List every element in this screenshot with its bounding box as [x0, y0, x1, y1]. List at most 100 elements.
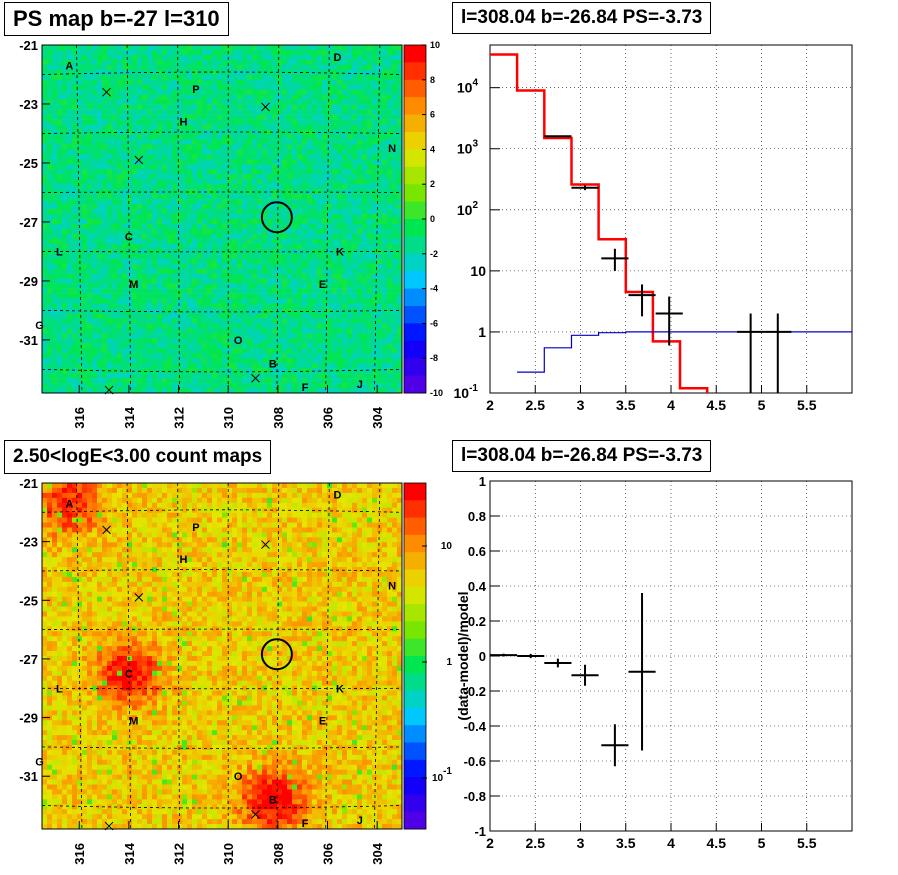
ps-map-pixel: [392, 373, 398, 379]
ps-map-pixel: [72, 99, 78, 105]
ps-map-pixel: [362, 45, 368, 51]
ps-map-pixel: [302, 184, 308, 190]
ps-map-pixel: [347, 74, 353, 81]
ps-map-pixel: [167, 89, 173, 96]
ps-map-pixel: [282, 238, 288, 245]
ps-map-pixel: [152, 283, 158, 289]
ps-map-pixel: [377, 328, 383, 334]
ps-map-pixel: [147, 59, 153, 66]
ps-map-pixel: [202, 308, 208, 314]
ps-map-pixel: [242, 164, 248, 170]
ps-map-pixel: [327, 253, 333, 260]
ps-map-pixel: [97, 318, 103, 324]
ps-map-pixel: [137, 214, 143, 220]
ps-map-pixel: [377, 363, 383, 369]
ps-map-pixel: [272, 298, 278, 304]
ps-map-pixel: [252, 293, 258, 299]
ps-map-pixel: [262, 119, 268, 125]
ps-map-pixel: [152, 64, 158, 71]
ps-map-pixel: [197, 159, 203, 165]
ps-map-pixel: [342, 104, 348, 110]
ps-map-pixel: [197, 69, 203, 76]
ps-map-pixel: [292, 298, 298, 304]
ps-map-pixel: [242, 313, 248, 319]
ps-map-pixel: [217, 79, 223, 86]
ps-map-pixel: [72, 69, 78, 76]
ps-map-pixel: [297, 293, 303, 299]
ps-map-pixel: [252, 74, 258, 81]
ps-map-pixel: [247, 363, 253, 369]
ps-map-pixel: [387, 184, 393, 190]
ps-map-pixel: [392, 353, 398, 359]
ps-map-pixel: [127, 353, 133, 359]
ps-map-pixel: [137, 338, 143, 344]
ps-map-pixel: [297, 189, 303, 195]
ps-map-pixel: [107, 119, 113, 125]
ps-map-pixel: [387, 164, 393, 170]
ps-map-pixel: [122, 174, 128, 180]
ps-map-pixel: [117, 74, 123, 81]
ps-map-pixel: [222, 84, 228, 91]
ps-map-pixel: [112, 49, 118, 56]
ps-map-pixel: [337, 45, 343, 51]
ps-map-pixel: [57, 248, 63, 255]
ps-map-pixel: [312, 149, 318, 155]
ps-map-pixel: [257, 45, 263, 51]
ps-map-pixel: [357, 204, 363, 210]
ps-map-pixel: [237, 54, 243, 61]
ps-map-pixel: [157, 179, 163, 185]
ps-map-pixel: [272, 278, 278, 284]
ps-map-pixel: [172, 343, 178, 349]
ps-map-pixel: [197, 363, 203, 369]
ps-map-pixel: [362, 54, 368, 61]
ps-map-pixel: [42, 109, 48, 115]
ps-map-pixel: [232, 233, 238, 240]
ps-map-pixel: [187, 84, 193, 91]
ps-map-pixel: [257, 238, 263, 245]
ps-map-pixel: [172, 328, 178, 334]
ps-map-pixel: [282, 94, 288, 100]
ps-map-pixel: [172, 169, 178, 175]
ps-map-pixel: [252, 104, 258, 110]
ps-map-pixel: [307, 358, 313, 364]
ps-map-pixel: [212, 114, 218, 120]
ps-map-pixel: [187, 253, 193, 260]
ps-map-pixel: [307, 199, 313, 205]
ps-map-pixel: [227, 109, 233, 115]
ps-map-pixel: [347, 358, 353, 364]
ps-map-pixel: [112, 84, 118, 91]
ps-map-pixel: [262, 214, 268, 220]
ps-map-pixel: [57, 119, 63, 125]
ps-map-pixel: [142, 253, 148, 260]
ps-map-pixel: [387, 49, 393, 56]
ps-map-pixel: [152, 114, 158, 120]
ps-map-pixel: [42, 363, 48, 369]
ps-map-pixel: [377, 343, 383, 349]
ps-map-pixel: [167, 383, 173, 389]
ps-map-pixel: [297, 74, 303, 81]
ps-map-pixel: [77, 134, 83, 140]
ps-map-pixel: [172, 149, 178, 155]
ps-map-pixel: [277, 129, 283, 135]
ps-map-pixel: [242, 124, 248, 130]
ps-map-pixel: [87, 383, 93, 389]
ps-map-pixel: [372, 353, 378, 359]
ps-map-pixel: [237, 383, 243, 389]
ps-map-pixel: [142, 199, 148, 205]
ps-map-pixel: [72, 278, 78, 284]
ps-map-pixel: [112, 179, 118, 185]
ps-map-pixel: [67, 194, 73, 200]
ps-map-pixel: [322, 318, 328, 324]
ps-map-pixel: [137, 273, 143, 279]
ps-map-pixel: [152, 358, 158, 364]
ps-map-pixel: [157, 94, 163, 100]
ps-map-pixel: [372, 109, 378, 115]
ps-map-pixel: [57, 238, 63, 245]
ps-map-pixel: [82, 303, 88, 309]
ps-map-pixel: [117, 363, 123, 369]
ps-map-pixel: [317, 204, 323, 210]
ps-map-pixel: [267, 179, 273, 185]
ps-map-pixel: [307, 228, 313, 235]
ps-map-pixel: [277, 358, 283, 364]
ps-map-pixel: [112, 318, 118, 324]
